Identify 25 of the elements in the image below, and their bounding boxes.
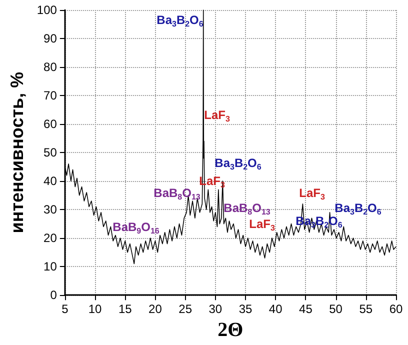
x-tick-label: 20 <box>148 302 162 316</box>
y-tick-label: 30 <box>44 202 58 217</box>
y-tick-label: 90 <box>44 32 58 46</box>
x-tick-label: 10 <box>88 302 102 316</box>
y-tick-label: 20 <box>44 231 58 246</box>
y-tick-label: 0 <box>50 288 58 302</box>
x-axis-title: 2Θ <box>218 319 244 341</box>
x-tick-label: 30 <box>208 302 222 316</box>
y-tick-label: 60 <box>44 117 58 132</box>
y-tick-label: 10 <box>44 260 58 274</box>
y-tick-label: 40 <box>44 174 58 188</box>
x-tick-label: 55 <box>359 302 373 316</box>
x-tick-label: 45 <box>299 302 313 316</box>
y-tick-label: 80 <box>44 60 58 74</box>
x-tick-label: 40 <box>268 302 283 316</box>
x-tick-label: 5 <box>62 302 69 316</box>
y-tick-label: 70 <box>44 88 58 103</box>
x-tick-label: 35 <box>238 302 253 316</box>
x-tick-label: 15 <box>118 302 132 316</box>
x-tick-label: 25 <box>178 302 192 316</box>
y-tick-label: 100 <box>36 3 58 17</box>
x-tick-label: 50 <box>329 302 343 316</box>
y-tick-label: 50 <box>44 146 58 160</box>
x-tick-label: 60 <box>389 302 403 316</box>
y-axis-title: интенсивность, % <box>7 72 27 234</box>
